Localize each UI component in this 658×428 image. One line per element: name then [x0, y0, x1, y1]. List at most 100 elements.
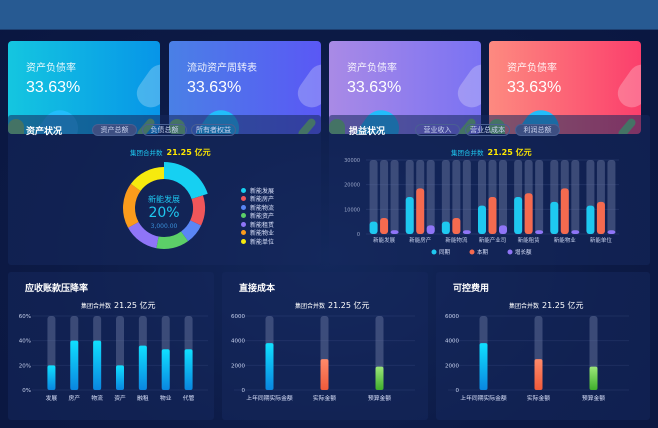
decor-shape — [131, 59, 160, 113]
legend-label: 新能物业 — [250, 230, 275, 238]
bar-同期[interactable] — [441, 221, 450, 234]
legend-item: 新能单位 — [241, 237, 274, 246]
legend-dot — [241, 238, 246, 244]
bar[interactable] — [184, 349, 193, 390]
donut-slice[interactable] — [128, 221, 159, 249]
legend-dot — [241, 213, 246, 219]
bar-本期[interactable] — [416, 188, 425, 234]
profit-bar-chart: 0 10000 20000 30000 新能发展 新能房产 新能物流 新能产业司 新能租赁 新能物… — [344, 158, 619, 256]
bar-本期[interactable] — [560, 188, 569, 234]
tab-total-operating-cost[interactable]: 营业总成本 — [465, 124, 510, 136]
bar-增长额[interactable] — [426, 225, 435, 234]
bar-增长额[interactable] — [571, 230, 580, 234]
legend-dot — [431, 249, 437, 255]
bar[interactable] — [375, 366, 384, 390]
tab-total-liabilities[interactable]: 负债总额 — [142, 124, 187, 136]
legend-label: 同期 — [439, 249, 451, 256]
bar-本期[interactable] — [380, 217, 389, 234]
bar[interactable] — [479, 343, 488, 390]
bar-同期[interactable] — [586, 205, 595, 234]
bar-background — [535, 160, 544, 234]
donut-slice[interactable] — [130, 167, 164, 191]
bar[interactable] — [47, 365, 56, 390]
y-tick-label: 0% — [22, 388, 31, 394]
bar[interactable] — [534, 359, 543, 390]
bar[interactable] — [116, 365, 124, 390]
bar[interactable] — [70, 340, 79, 390]
bar-同期[interactable] — [478, 205, 486, 234]
kpi-title: 资产负债率 — [347, 63, 397, 74]
legend-item: 新能租赁 — [241, 220, 274, 229]
bar-本期[interactable] — [524, 193, 533, 234]
subtitle-label: 集团合并数 — [295, 303, 326, 310]
donut-slice[interactable] — [190, 195, 205, 226]
total-value: 21.25 亿元 — [166, 148, 211, 157]
control-cost-panel: 可控费用 集团合并数 21.25 亿元 0 2000 4000 6000 上年同期实际金额… — [436, 272, 650, 420]
y-tick-label: 40% — [19, 339, 31, 345]
receivable-bar-chart: 0% 20% 40% 60% 发展 房产 物流 资产 融租 物业 代管 — [19, 314, 208, 402]
legend-dot — [507, 249, 513, 255]
bar-增长额[interactable] — [462, 230, 471, 234]
panel-title: 损益状况 — [349, 127, 386, 137]
legend-item: 新能发展 — [241, 186, 274, 195]
x-tick-label: 融租 — [137, 394, 149, 402]
bar[interactable] — [161, 349, 170, 390]
bar-同期[interactable] — [514, 197, 523, 234]
bar-background — [369, 160, 378, 234]
kpi-value: 33.63% — [26, 79, 81, 96]
legend-item: 新能资产 — [241, 212, 274, 220]
bar-本期[interactable] — [488, 197, 497, 234]
subtitle: 集团合并数 21.25 亿元 — [130, 147, 211, 158]
bar-增长额[interactable] — [535, 230, 544, 234]
donut-center-label: 新能发展 — [148, 195, 180, 204]
bar[interactable] — [93, 340, 102, 390]
subtitle-label: 集团合并数 — [509, 303, 540, 310]
y-tick-label: 20% — [19, 363, 31, 369]
bar-同期[interactable] — [369, 221, 378, 234]
receivable-panel: 应收账款压降率 集团合并数 21.25 亿元 0% 20% 40% 60% 发展 房产 物流 资… — [8, 272, 214, 420]
donut-slice[interactable] — [123, 183, 141, 228]
panel-title: 可控费用 — [453, 284, 490, 294]
total-value: 21.25 亿元 — [542, 301, 584, 310]
legend-dot — [241, 187, 246, 193]
bar-增长额[interactable] — [390, 230, 399, 234]
bar[interactable] — [589, 366, 598, 390]
bar[interactable] — [138, 345, 147, 390]
y-tick-label: 6000 — [231, 314, 245, 320]
kpi-title: 资产负债率 — [26, 63, 76, 74]
tab-operating-revenue[interactable]: 营业收入 — [415, 124, 460, 136]
x-tick-label: 物流 — [91, 394, 103, 402]
tab-total-profit[interactable]: 利润总额 — [515, 124, 560, 136]
subtitle-label: 集团合并数 — [130, 149, 163, 157]
tab-owner-equity[interactable]: 所有者权益 — [191, 124, 236, 136]
bar-同期[interactable] — [405, 197, 414, 234]
x-tick-label: 新能产业司 — [479, 236, 507, 244]
bar-增长额[interactable] — [499, 225, 507, 234]
x-tick-label: 实际金额 — [527, 394, 550, 402]
x-tick-label: 预算金额 — [368, 394, 391, 402]
donut-slice[interactable] — [181, 220, 202, 242]
decor-shape — [292, 59, 321, 113]
y-tick-label: 0 — [456, 388, 460, 394]
tab-total-assets[interactable]: 资产总额 — [92, 124, 137, 136]
legend-dot — [241, 204, 246, 210]
donut-center-percent: 20% — [148, 205, 180, 221]
bar-增长额[interactable] — [607, 230, 616, 234]
donut-slice[interactable] — [164, 162, 208, 200]
donut-slice[interactable] — [156, 231, 189, 249]
subtitle: 集团合并数 21.25 亿元 — [295, 300, 369, 311]
bar-本期[interactable] — [596, 201, 605, 234]
bar-background — [426, 160, 435, 234]
total-value: 21.25 亿元 — [487, 148, 532, 157]
assets-panel: 资产状况 资产总额 负债总额 所有者权益 集团合并数 21.25 亿元 新能发展 … — [8, 115, 321, 265]
x-tick-label: 物业 — [160, 394, 172, 402]
bar-本期[interactable] — [452, 217, 461, 234]
donut-center-value: 3,000.00 — [150, 223, 178, 230]
kpi-title: 资产负债率 — [507, 63, 557, 74]
y-tick-label: 4000 — [445, 339, 459, 345]
bar[interactable] — [265, 343, 274, 390]
legend-dot — [241, 230, 246, 236]
legend-label: 新能物流 — [250, 204, 275, 212]
bar[interactable] — [320, 359, 329, 390]
bar-同期[interactable] — [550, 201, 559, 234]
